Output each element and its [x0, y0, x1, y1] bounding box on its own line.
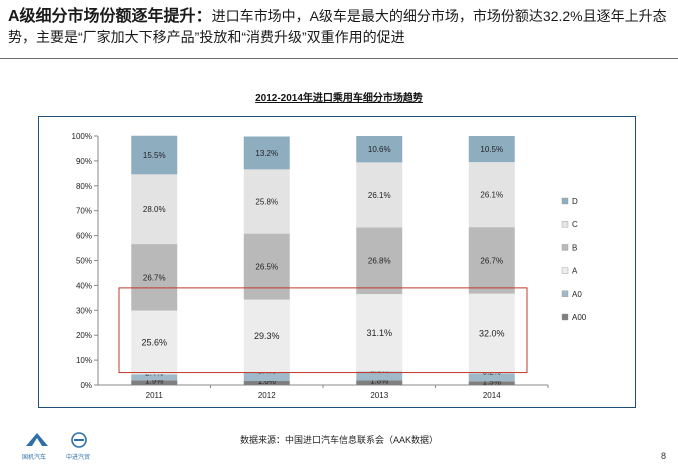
data-label: 1.9% [145, 376, 163, 385]
page-number: 8 [660, 451, 666, 461]
legend-label: A [572, 267, 578, 276]
bar-segment [468, 136, 515, 163]
bar-segment [243, 381, 290, 385]
legend-swatch [561, 290, 569, 297]
data-label: 26.5% [255, 263, 278, 272]
data-label: 26.7% [143, 273, 166, 282]
data-label: 26.1% [368, 191, 391, 200]
bar-segment [356, 371, 403, 381]
bar-segment [356, 380, 403, 385]
data-label: 32.0% [479, 328, 505, 338]
data-label: 29.3% [254, 331, 280, 341]
x-tick-label: 2012 [258, 391, 276, 400]
bar-segment [131, 380, 178, 385]
bar-segment [468, 293, 515, 374]
data-label: 26.1% [480, 191, 503, 200]
y-tick-label: 0% [80, 381, 92, 390]
bar-segment [356, 162, 403, 228]
data-label: 26.8% [368, 257, 391, 266]
bar-segment [131, 310, 178, 375]
data-label: 1.6% [258, 377, 276, 386]
bar-segment [243, 372, 290, 382]
y-tick-label: 50% [76, 257, 92, 266]
y-tick-label: 100% [72, 132, 92, 141]
bar-segment [243, 299, 290, 373]
y-tick-label: 60% [76, 232, 92, 241]
ciec-logo-icon [71, 432, 87, 448]
logo-right-label: 中进汽贸 [66, 455, 91, 461]
legend-swatch [561, 313, 569, 321]
bar-segment [243, 233, 290, 300]
headline-separator: ： [195, 8, 212, 25]
legend-label: B [572, 243, 577, 252]
data-label: 1.5% [483, 377, 501, 386]
bar-segment [243, 136, 290, 170]
data-label: 10.6% [368, 145, 391, 154]
data-label: 10.5% [480, 145, 503, 154]
x-tick-label: 2011 [146, 391, 164, 400]
bar-segment [356, 136, 403, 163]
y-tick-label: 70% [76, 207, 92, 216]
bar-segment [468, 162, 515, 228]
sinomach-logo-icon [26, 433, 48, 446]
y-tick-label: 10% [76, 356, 92, 365]
y-tick-label: 20% [76, 331, 92, 340]
y-tick-label: 30% [76, 306, 92, 315]
y-tick-label: 90% [76, 157, 92, 166]
data-label: 1.8% [370, 377, 388, 386]
y-tick-label: 40% [76, 281, 92, 290]
y-tick-label: 80% [76, 182, 92, 191]
bar-segment [243, 169, 290, 234]
data-label: 28.0% [143, 205, 166, 214]
x-tick-label: 2014 [483, 391, 501, 400]
highlight-box [118, 287, 528, 374]
bar-segment [131, 174, 178, 245]
bar-segment [468, 373, 515, 382]
bar-segment [131, 244, 178, 311]
data-source-note: 数据来源：中国进口汽车信息联系会（AAK数据） [239, 435, 438, 445]
legend-label: C [572, 220, 578, 229]
data-label: 15.5% [143, 151, 166, 160]
data-label: 25.8% [255, 197, 278, 206]
bar-segment [468, 381, 515, 385]
data-label: 25.6% [141, 337, 167, 347]
chart-title: 2012-2014年进口乘用车细分市场趋势 [255, 93, 423, 104]
headline-bold: A级细分市场份额逐年提升 [8, 8, 196, 25]
legend-swatch [561, 197, 569, 205]
title-divider [0, 58, 678, 59]
bar-segment [131, 135, 178, 175]
legend-swatch [561, 244, 569, 251]
footer-logos: 国机汽车 中进汽贸 [10, 432, 120, 462]
bar-segment [468, 227, 515, 294]
chart-frame [38, 116, 636, 408]
legend-label: A00 [572, 313, 587, 322]
legend-label: A0 [572, 290, 582, 299]
bar-segment [356, 227, 403, 295]
headline: A级细分市场份额逐年提升：进口车市场中，A级车是最大的细分市场，市场份额达32.… [8, 6, 668, 48]
bar-segment [356, 294, 403, 372]
legend-swatch [561, 220, 569, 228]
bar-segment [131, 374, 178, 381]
data-label: 26.7% [480, 256, 503, 265]
data-label: 31.1% [366, 328, 392, 338]
logo-left-label: 国机汽车 [22, 455, 47, 461]
headline-text: 进口车市场中，A级车是最大的细分市场，市场份额达32.2%且逐年上升态势，主要是… [8, 8, 667, 45]
x-tick-label: 2013 [370, 391, 388, 400]
legend-label: D [572, 197, 578, 206]
legend-swatch [561, 267, 569, 274]
data-label: 13.2% [255, 149, 278, 158]
